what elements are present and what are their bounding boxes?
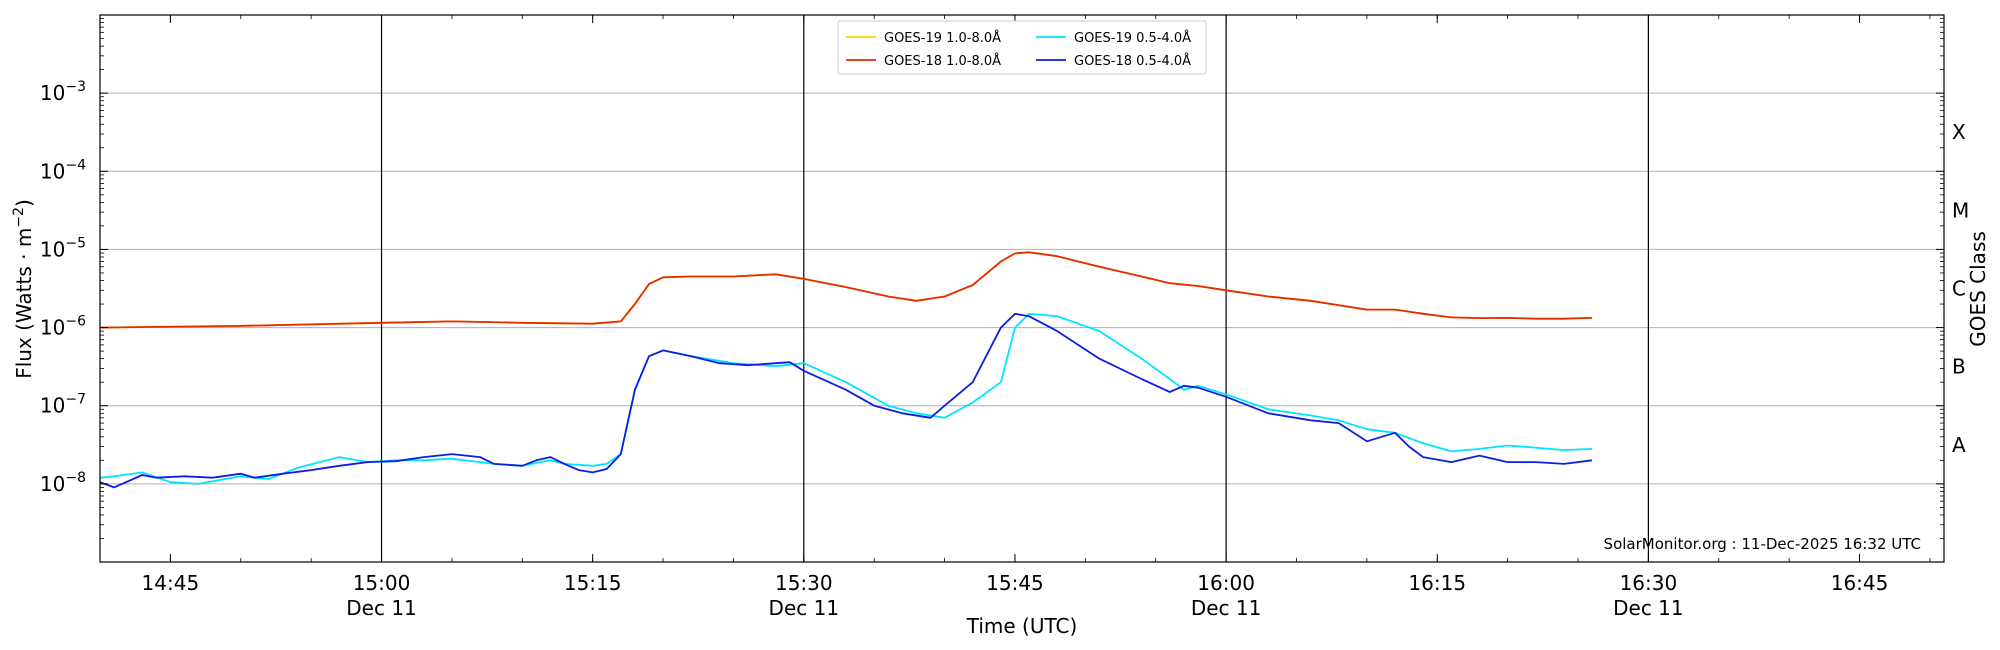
y-axis-title: Flux (Watts · m−2) (11, 199, 36, 379)
legend-box (837, 20, 1207, 75)
x-tick-date-3: Dec 11 (769, 596, 840, 620)
goes-class-label-m: M (1952, 198, 1969, 222)
legend: GOES-19 1.0-8.0Å GOES-19 0.5-4.0Å GOES-18 … (837, 20, 1207, 75)
x-axis-title: Time (UTC) (966, 614, 1078, 638)
x-tick-label-5: 16:00 (1197, 571, 1255, 595)
goes-class-label-a: A (1952, 433, 1966, 457)
legend-label-2: GOES-18 1.0-8.0Å (884, 53, 1001, 69)
credit-text: SolarMonitor.org : 11-Dec-2025 16:32 UTC (1604, 535, 1921, 553)
goes-class-label-b: B (1952, 355, 1966, 379)
legend-label-0: GOES-19 1.0-8.0Å (884, 30, 1001, 46)
x-tick-label-7: 16:30 (1620, 571, 1678, 595)
y-tick-label-base: 10 (40, 81, 65, 105)
y-tick-label-base: 10 (40, 316, 65, 340)
y-tick-label-base: 10 (40, 159, 65, 183)
plot-frame (99, 14, 1945, 563)
y-axis-title-exponent: −2 (11, 207, 27, 228)
x-tick-label-3: 15:30 (775, 571, 833, 595)
y-tick-label-base: 10 (40, 394, 65, 418)
x-tick-label-4: 15:45 (986, 571, 1044, 595)
x-tick-label-1: 15:00 (353, 571, 411, 595)
legend-label-3: GOES-18 0.5-4.0Å (1074, 53, 1191, 69)
y-tick-label-exponent: −6 (65, 314, 86, 330)
legend-label-1: GOES-19 0.5-4.0Å (1074, 30, 1191, 46)
data-series (99, 251, 1593, 489)
y-tick-label-exponent: −7 (65, 392, 86, 408)
series-line-1 (99, 312, 1593, 485)
goes-class-labels: A B C M X (1952, 120, 1969, 457)
x-tick-label-0: 14:45 (142, 571, 200, 595)
y-tick-label-exponent: −8 (65, 470, 86, 486)
grid-lines (100, 92, 1944, 485)
series-line-2 (99, 251, 1593, 329)
x-tick-date-7: Dec 11 (1613, 596, 1684, 620)
goes-class-label-c: C (1952, 277, 1966, 301)
y-axis-title-text: Flux (Watts · m (12, 228, 36, 379)
y-tick-label-5: 10−3 (40, 79, 86, 105)
goes-class-label-x: X (1952, 120, 1966, 144)
series-line-3 (99, 312, 1593, 489)
y-axis-title-close: ) (12, 199, 36, 207)
y-tick-label-exponent: −4 (65, 157, 86, 173)
x-tick-label-6: 16:15 (1408, 571, 1466, 595)
x-tick-label-2: 15:15 (564, 571, 622, 595)
goes-class-axis-title: GOES Class (1966, 231, 1990, 347)
x-tick-date-1: Dec 11 (346, 596, 417, 620)
y-tick-label-2: 10−6 (40, 314, 86, 340)
y-tick-label-1: 10−7 (40, 392, 86, 418)
x-tick-label-8: 16:45 (1831, 571, 1889, 595)
y-tick-label-exponent: −5 (65, 235, 86, 251)
y-tick-label-4: 10−4 (40, 157, 86, 183)
y-tick-label-base: 10 (40, 472, 65, 496)
x-tick-date-5: Dec 11 (1191, 596, 1262, 620)
y-tick-label-3: 10−5 (40, 235, 86, 261)
day-vertical-lines (380, 15, 1649, 562)
y-tick-label-0: 10−8 (40, 470, 86, 496)
y-tick-label-base: 10 (40, 237, 65, 261)
y-axis-ticks: 10−810−710−610−510−410−3 (40, 18, 1944, 539)
y-tick-label-exponent: −3 (65, 79, 86, 95)
